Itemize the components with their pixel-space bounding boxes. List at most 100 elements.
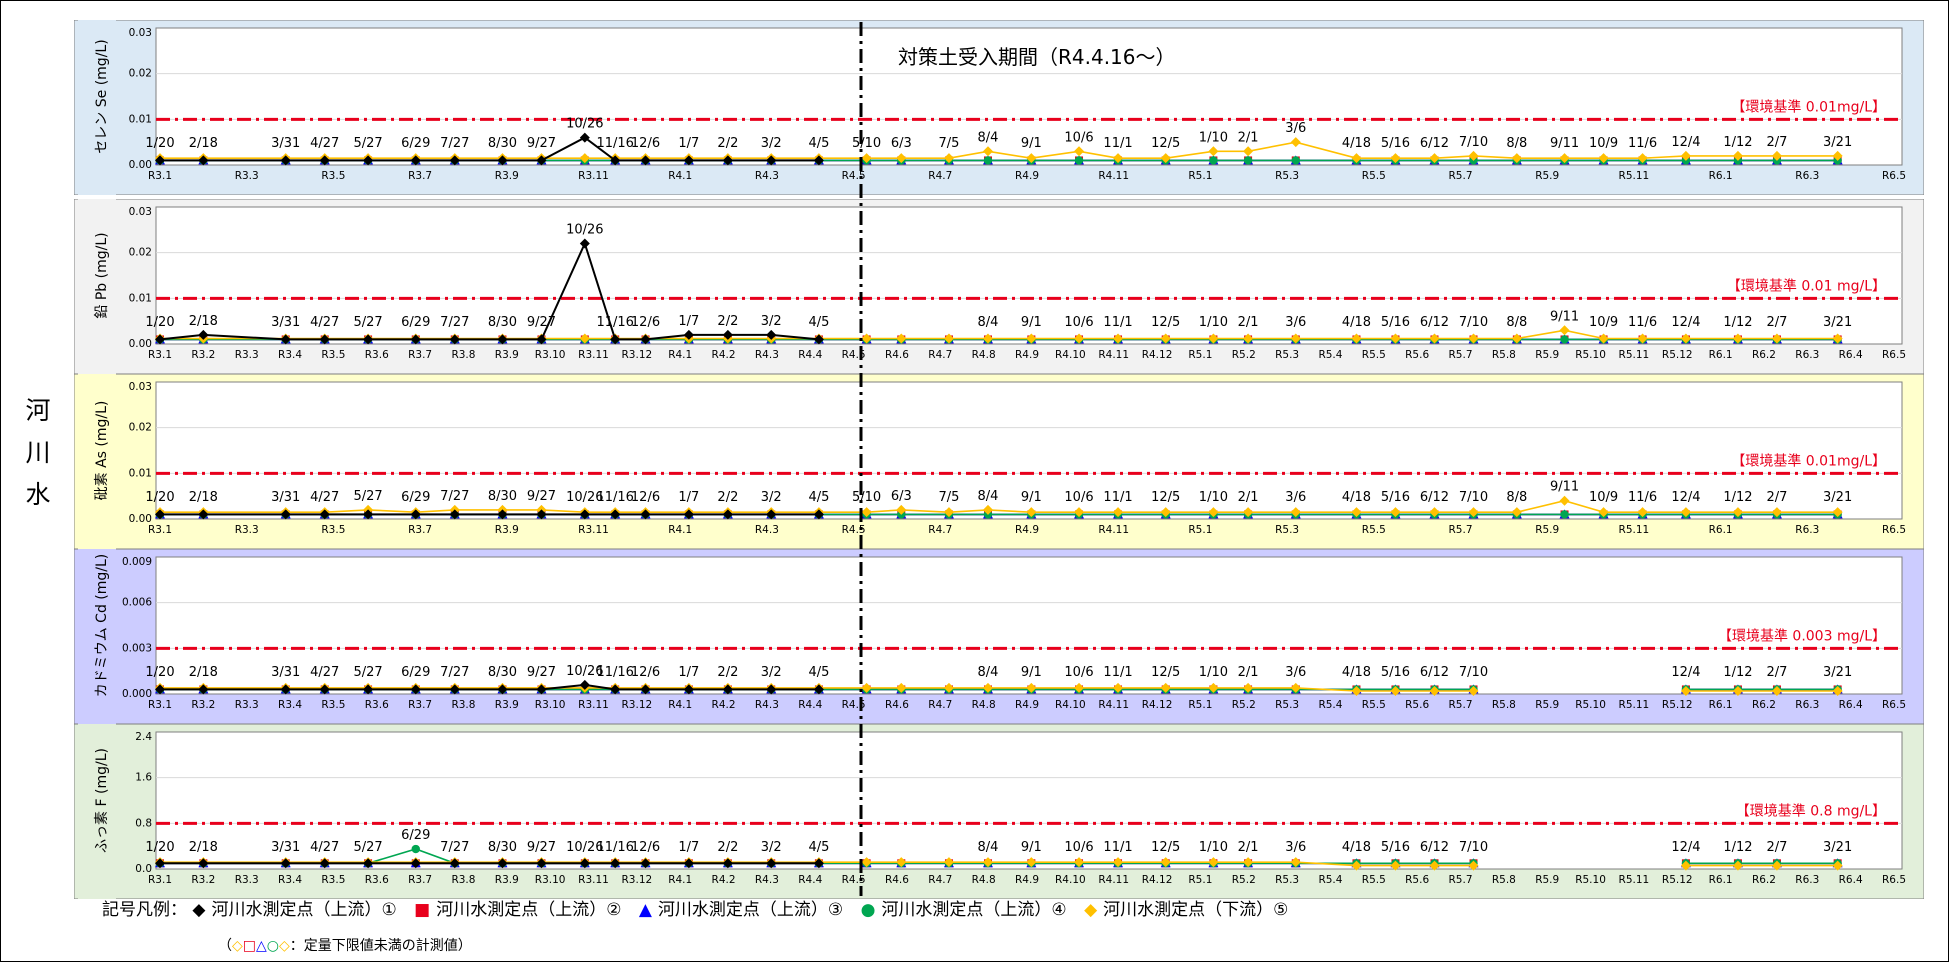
marker-diamond — [982, 504, 993, 515]
point-date-label: 7/27 — [440, 136, 469, 151]
point-date-label: 4/5 — [808, 136, 829, 151]
note-diamond-outline-icon: ◇ — [279, 938, 290, 954]
point-date-label: 3/31 — [271, 665, 300, 680]
point-date-label: 1/10 — [1199, 840, 1228, 855]
marker-diamond — [1243, 857, 1254, 868]
x-tick-label: R6.1 — [1709, 349, 1733, 361]
point-date-label: 12/4 — [1671, 315, 1700, 330]
point-date-label: 3/2 — [761, 665, 782, 680]
x-tick-label: R4.6 — [885, 874, 909, 886]
x-tick-label: R4.9 — [1015, 524, 1039, 536]
x-tick-label: R3.9 — [495, 699, 519, 711]
x-tick-label: R5.9 — [1535, 699, 1559, 711]
marker-diamond — [896, 153, 907, 164]
marker-diamond — [861, 153, 872, 164]
marker-diamond — [319, 155, 330, 166]
marker-diamond — [1208, 507, 1219, 518]
x-tick-label: R6.2 — [1752, 699, 1776, 711]
x-tick-label: R5.1 — [1188, 349, 1212, 361]
x-tick-label: R5.8 — [1492, 349, 1516, 361]
x-tick-label: R3.7 — [408, 699, 432, 711]
marker-diamond — [1680, 685, 1691, 696]
marker-diamond — [363, 858, 374, 869]
marker-diamond — [1290, 333, 1301, 344]
x-tick-label: R4.1 — [668, 170, 692, 182]
marker-diamond — [943, 507, 954, 518]
marker-diamond — [449, 858, 460, 869]
x-tick-label: R3.12 — [622, 349, 653, 361]
x-tick-label: R5.7 — [1449, 874, 1473, 886]
marker-diamond — [722, 509, 733, 520]
point-date-label: 1/7 — [678, 136, 699, 151]
point-date-label: 2/2 — [717, 665, 738, 680]
x-tick-label: R4.5 — [842, 874, 866, 886]
x-tick-label: R3.8 — [451, 699, 475, 711]
point-date-label: 10/26 — [566, 490, 603, 505]
point-date-label: 1/7 — [678, 665, 699, 680]
point-date-label: 9/1 — [1021, 490, 1042, 505]
marker-diamond — [410, 334, 421, 345]
x-tick-label: R5.4 — [1318, 349, 1342, 361]
point-date-label: 7/27 — [440, 665, 469, 680]
x-tick-label: R5.3 — [1275, 524, 1299, 536]
marker-diamond — [1511, 153, 1522, 164]
point-date-label: 4/18 — [1342, 136, 1371, 151]
marker-diamond — [943, 333, 954, 344]
marker-diamond — [610, 858, 621, 869]
x-tick-label: R4.10 — [1055, 874, 1086, 886]
x-tick-label: R4.12 — [1142, 874, 1173, 886]
marker-diamond — [449, 155, 460, 166]
marker-diamond — [1429, 333, 1440, 344]
point-date-label: 3/2 — [761, 136, 782, 151]
point-date-label: 6/3 — [891, 489, 912, 504]
marker-diamond — [1832, 507, 1843, 518]
x-tick-label: R3.9 — [495, 349, 519, 361]
point-date-label: 7/5 — [939, 490, 960, 505]
plot-area — [155, 206, 1903, 345]
x-tick-label: R3.9 — [495, 874, 519, 886]
point-date-label: 1/20 — [145, 840, 174, 855]
x-tick-label: R6.3 — [1795, 874, 1819, 886]
legend-item-upstream-4: ● 河川水測定点（上流）④ — [861, 900, 1067, 920]
point-date-label: 2/7 — [1766, 315, 1787, 330]
marker-diamond — [1468, 333, 1479, 344]
x-tick-label: R5.5 — [1362, 349, 1386, 361]
point-date-label: 1/20 — [145, 490, 174, 505]
marker-diamond — [982, 682, 993, 693]
x-tick-label: R4.6 — [885, 349, 909, 361]
x-tick-label: R5.1 — [1188, 874, 1212, 886]
plot-area — [155, 27, 1903, 166]
point-date-label: 4/18 — [1342, 840, 1371, 855]
marker-diamond — [1732, 150, 1743, 161]
marker-diamond — [1732, 685, 1743, 696]
x-tick-label: R5.11 — [1619, 699, 1650, 711]
marker-diamond — [1026, 153, 1037, 164]
marker-diamond — [1559, 325, 1570, 336]
marker-diamond — [722, 329, 733, 340]
x-tick-label: R3.3 — [235, 170, 259, 182]
marker-diamond — [497, 334, 508, 345]
point-date-label: 11/6 — [1628, 490, 1657, 505]
x-tick-label: R3.3 — [235, 699, 259, 711]
x-tick-label: R3.8 — [451, 349, 475, 361]
x-tick-label: R5.2 — [1232, 699, 1256, 711]
marker-diamond — [579, 153, 590, 164]
x-tick-label: R4.7 — [928, 170, 952, 182]
point-date-label: 12/4 — [1671, 490, 1700, 505]
marker-circle — [983, 156, 993, 165]
marker-circle — [1243, 156, 1253, 165]
x-tick-label: R4.11 — [1098, 349, 1129, 361]
ylabel-band — [78, 724, 116, 899]
point-date-label: 8/30 — [488, 136, 517, 151]
x-tick-label: R5.12 — [1662, 349, 1693, 361]
point-date-label: 11/6 — [1628, 315, 1657, 330]
point-date-label: 9/1 — [1021, 315, 1042, 330]
point-date-label: 8/30 — [488, 665, 517, 680]
point-date-label: 6/12 — [1420, 665, 1449, 680]
point-date-label: 12/6 — [631, 136, 660, 151]
x-tick-label: R5.9 — [1535, 524, 1559, 536]
marker-diamond — [1243, 507, 1254, 518]
legend-label: 河川水測定点（上流）④ — [881, 900, 1067, 920]
chart-stack: セレン Se (mg/L) 0.00 0.01 0.02 0.03 R3.1 R3.3 R3.… — [73, 19, 1925, 899]
point-date-label: 1/12 — [1723, 490, 1752, 505]
